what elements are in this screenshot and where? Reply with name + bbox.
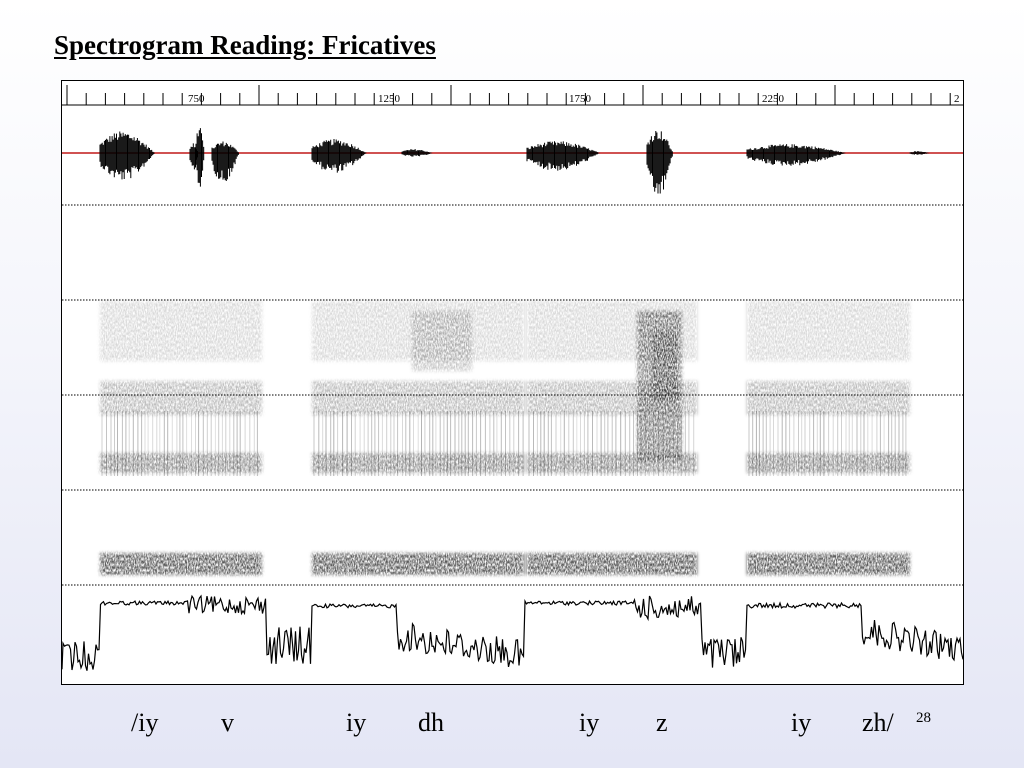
waveform-trace — [99, 128, 930, 194]
ruler-label-1750: 1750 — [569, 93, 592, 105]
phoneme-label: v — [221, 708, 234, 737]
waveform-panel — [62, 128, 963, 194]
energy-contour — [62, 594, 963, 671]
phoneme-labels: /iy v iy dh iy z iy zh/ — [0, 708, 1024, 748]
phoneme-label: dh — [418, 708, 444, 737]
phoneme-label: /iy — [131, 708, 159, 737]
phoneme-label: iy — [346, 708, 367, 737]
phoneme-label: iy — [791, 708, 812, 737]
phoneme-label: zh/ — [862, 708, 894, 737]
slide-title: Spectrogram Reading: Fricatives — [54, 30, 436, 60]
spectrogram-figure: 750 1250 1750 2250 2 — [61, 80, 964, 685]
time-ruler: 750 1250 1750 2250 2 — [62, 85, 963, 106]
phoneme-label: iy — [579, 708, 600, 737]
ruler-label-1250: 1250 — [378, 93, 401, 105]
ruler-label-2250: 2250 — [762, 93, 785, 105]
slide-number: 28 — [916, 710, 931, 726]
ruler-ticks — [66, 85, 951, 105]
spectrogram-image — [62, 206, 963, 586]
phoneme-label: z — [656, 708, 668, 737]
frequency-gridlines — [62, 299, 963, 586]
ruler-label-750: 750 — [188, 93, 205, 105]
ruler-label-end: 2 — [954, 93, 960, 105]
